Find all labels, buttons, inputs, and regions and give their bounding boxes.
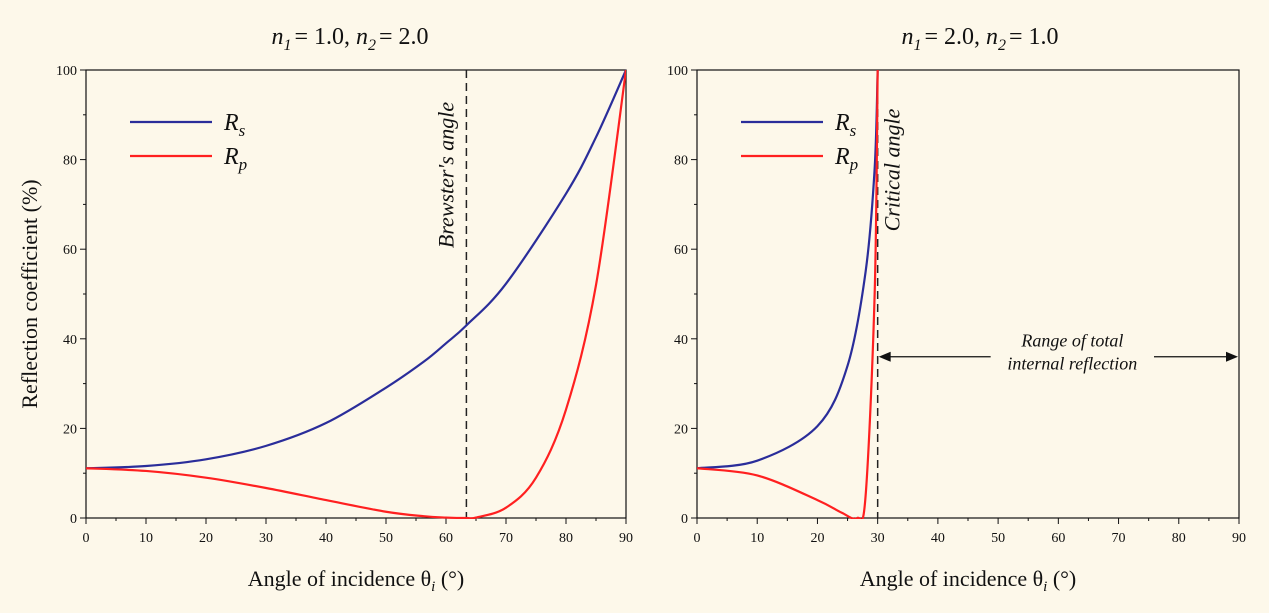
legend-label: Rp	[834, 144, 858, 174]
plot-frame	[85, 69, 627, 519]
x-tick-label: 80	[1172, 531, 1186, 546]
x-tick-label: 40	[931, 531, 945, 546]
x-tick-label: 80	[559, 531, 573, 546]
x-tick-label: 60	[439, 531, 453, 546]
y-tick-label: 20	[63, 422, 77, 437]
x-tick-label: 70	[499, 531, 513, 546]
legend-label: Rs	[834, 110, 857, 140]
y-tick-label: 100	[56, 64, 77, 79]
y-tick-label: 100	[667, 64, 688, 79]
x-tick-label: 40	[319, 531, 333, 546]
arrow-head-left	[878, 351, 891, 362]
x-tick-label: 90	[1232, 531, 1246, 546]
x-tick-label: 30	[871, 531, 885, 546]
y-tick-label: 80	[63, 154, 77, 169]
chart-title: n1 = 1.0, n2 = 2.0	[271, 24, 428, 54]
x-tick-label: 30	[259, 531, 273, 546]
reference-line-label: Critical angle	[880, 108, 905, 231]
x-tick-label: 20	[810, 531, 824, 546]
chart-panel-1: 0 10 20 30 40 50 60 70 80 90 0 20 40 60 80 100 n1 = 1.0, …	[17, 24, 633, 595]
range-label: Range of total	[1020, 331, 1123, 351]
x-tick-label: 10	[139, 531, 153, 546]
x-axis-label: Angle of incidence θi (°)	[248, 566, 465, 595]
range-label: internal reflection	[1007, 354, 1137, 374]
arrow-head-right	[1226, 351, 1238, 362]
series-line-rp	[86, 69, 626, 519]
reference-line-label: Brewster's angle	[433, 102, 458, 249]
x-tick-label: 0	[83, 531, 90, 546]
plot-frame	[696, 69, 1240, 519]
legend-label: Rs	[223, 110, 246, 140]
x-axis-label: Angle of incidence θi (°)	[860, 566, 1077, 595]
y-tick-label: 40	[63, 333, 77, 348]
series-line-rs	[86, 69, 626, 470]
series-line-rp	[697, 69, 879, 519]
x-tick-label: 90	[619, 531, 633, 546]
x-tick-label: 60	[1051, 531, 1065, 546]
x-tick-label: 10	[750, 531, 764, 546]
chart-panel-2: 0 10 20 30 40 50 60 70 80 90 0 20 40 60 80 100 n1 = 2.0, …	[667, 24, 1246, 595]
y-tick-label: 0	[70, 512, 77, 527]
series-line-rs	[697, 69, 879, 470]
y-tick-label: 40	[674, 333, 688, 348]
chart-title: n1 = 2.0, n2 = 1.0	[901, 24, 1058, 54]
x-tick-label: 50	[991, 531, 1005, 546]
y-tick-label: 60	[674, 243, 688, 258]
legend-label: Rp	[223, 144, 247, 174]
y-axis-label: Reflection coefficient (%)	[17, 179, 42, 408]
y-tick-label: 80	[674, 154, 688, 169]
x-tick-label: 50	[379, 531, 393, 546]
x-tick-label: 20	[199, 531, 213, 546]
y-tick-label: 0	[681, 512, 688, 527]
x-tick-label: 70	[1112, 531, 1126, 546]
y-tick-label: 60	[63, 243, 77, 258]
y-tick-label: 20	[674, 422, 688, 437]
x-tick-label: 0	[694, 531, 701, 546]
